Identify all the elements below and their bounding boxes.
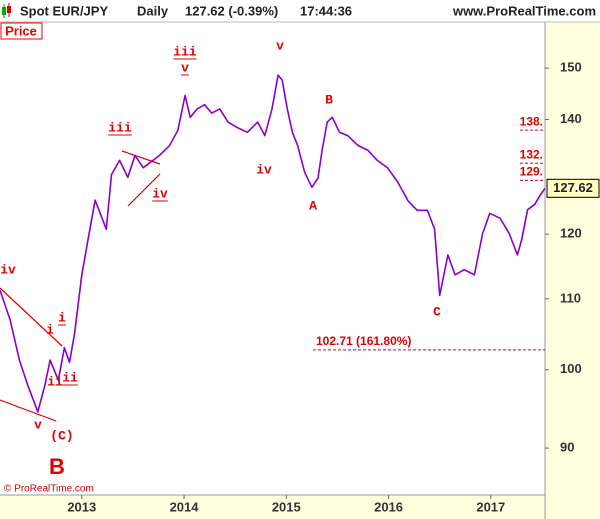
wave-label: iv [256,162,272,177]
trend-lines [0,150,161,422]
y-tick-label: 150 [560,60,582,75]
x-tick-label: 2013 [67,499,96,514]
level-label: 129. [520,164,543,178]
symbol-icon [2,3,11,18]
y-tick-label: 100 [560,361,582,376]
wave-label: v [276,38,284,53]
x-tick-label: 2015 [272,499,301,514]
level-label: 138. [520,114,543,128]
y-axis-panel [545,22,600,519]
wave-label: B [49,454,65,479]
wave-label: v [181,60,189,75]
x-tick-label: 2014 [170,499,200,514]
quote: 127.62 (-0.39%) [185,3,278,18]
wave-label: i [58,310,66,325]
x-tick-label: 2016 [374,499,403,514]
wave-label: C [433,304,441,319]
period: Daily [137,3,169,18]
wave-label: iv [0,262,16,277]
level-label: 132. [520,147,543,161]
wave-label: i [46,322,54,337]
last-price-label: 127.62 [553,180,593,195]
y-tick-label: 90 [560,440,574,455]
wave-label: A [309,198,317,213]
panel-label-box [0,22,43,40]
y-tick-label: 110 [560,290,581,305]
site: www.ProRealTime.com [452,3,596,18]
wave-label: ii [47,374,63,389]
price-line [0,74,546,413]
wave-label: iii [108,120,132,135]
level-label: 102.71 (161.80%) [316,334,411,348]
wave-label: iii [173,44,197,59]
footer: © ProRealTime.com [4,484,94,495]
wave-label: B [325,92,333,107]
time: 17:44:36 [300,3,352,18]
wave-label: iv [152,186,168,201]
wave-label: v [34,417,42,432]
x-tick-label: 2017 [476,499,505,514]
x-axis-panel [0,495,545,519]
y-tick-label: 120 [560,226,582,241]
symbol: Spot EUR/JPY [20,3,108,18]
y-tick-label: 140 [560,111,582,126]
wave-label: ii [62,370,78,385]
last-price-box [546,178,600,198]
panel-label: Price [5,23,37,38]
wave-label: (C) [50,428,73,443]
